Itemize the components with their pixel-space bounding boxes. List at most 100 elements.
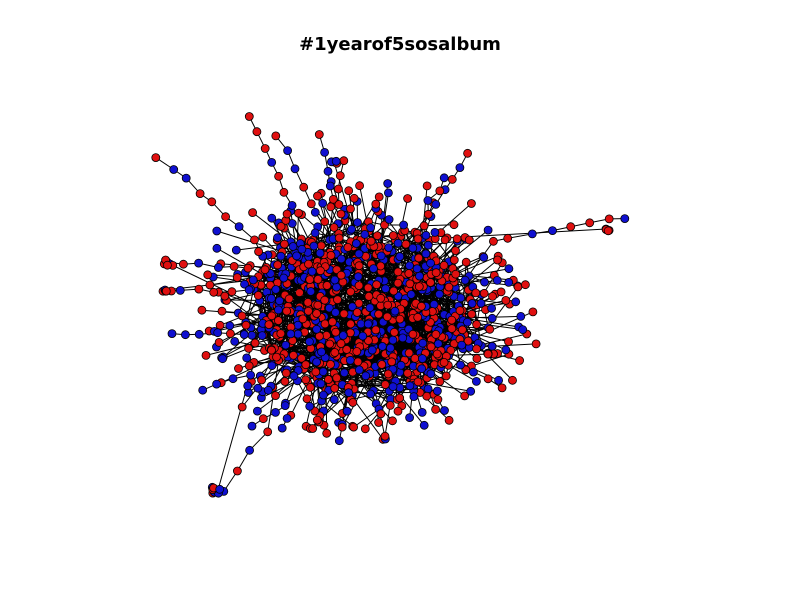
graph-node-red bbox=[288, 350, 298, 360]
graph-node-red bbox=[301, 360, 311, 370]
graph-node-red bbox=[461, 257, 471, 267]
graph-node-red bbox=[449, 255, 459, 265]
graph-node-red bbox=[260, 265, 270, 275]
graph-node-blue bbox=[318, 367, 328, 377]
graph-node-red bbox=[303, 297, 313, 307]
graph-node-red bbox=[531, 339, 541, 349]
graph-node-blue bbox=[304, 337, 314, 347]
graph-node-blue bbox=[244, 285, 254, 295]
graph-node-blue bbox=[398, 333, 408, 343]
graph-node-red bbox=[258, 232, 268, 242]
graph-node-blue bbox=[388, 382, 398, 392]
graph-node-red bbox=[344, 186, 354, 196]
graph-node-blue bbox=[365, 303, 375, 313]
graph-node-red bbox=[279, 187, 289, 197]
graph-node-blue bbox=[504, 264, 514, 274]
graph-node-red bbox=[301, 375, 311, 385]
graph-edge bbox=[424, 224, 455, 227]
graph-node-blue bbox=[225, 321, 235, 331]
graph-node-red bbox=[426, 278, 435, 287]
graph-node-blue bbox=[287, 200, 297, 210]
graph-node-red bbox=[449, 220, 459, 230]
graph-node-blue bbox=[169, 165, 179, 174]
graph-node-blue bbox=[479, 252, 489, 262]
graph-node-red bbox=[501, 295, 511, 305]
graph-node-red bbox=[403, 194, 413, 203]
graph-node-blue bbox=[247, 421, 257, 431]
graph-node-red bbox=[466, 199, 476, 208]
graph-node-red bbox=[496, 287, 506, 297]
graph-node-blue bbox=[440, 406, 449, 415]
graph-node-blue bbox=[518, 325, 528, 335]
graph-node-red bbox=[483, 349, 493, 359]
graph-node-red bbox=[353, 357, 363, 367]
graph-node-blue bbox=[181, 173, 191, 183]
graph-node-blue bbox=[339, 368, 349, 378]
graph-node-red bbox=[334, 200, 344, 209]
graph-node-red bbox=[314, 130, 324, 139]
graph-node-blue bbox=[309, 241, 319, 251]
graph-node-red bbox=[244, 112, 254, 121]
graph-node-blue bbox=[487, 303, 497, 313]
graph-node-red bbox=[479, 288, 489, 298]
graph-node-red bbox=[334, 233, 344, 243]
graph-node-blue bbox=[347, 302, 357, 312]
graph-node-red bbox=[493, 255, 502, 265]
graph-node-blue bbox=[405, 413, 415, 423]
graph-node-blue bbox=[252, 406, 262, 416]
graph-node-red bbox=[363, 336, 373, 346]
graph-node-blue bbox=[271, 285, 281, 294]
graph-node-red bbox=[435, 186, 445, 196]
graph-node-blue bbox=[483, 225, 493, 235]
graph-node-blue bbox=[345, 355, 355, 365]
graph-node-red bbox=[203, 270, 213, 280]
graph-node-blue bbox=[334, 436, 344, 446]
graph-node-red bbox=[342, 345, 352, 354]
graph-node-red bbox=[372, 280, 382, 290]
graph-node-blue bbox=[316, 379, 326, 389]
graph-node-red bbox=[244, 361, 254, 371]
graph-node-blue bbox=[312, 357, 322, 367]
graph-node-blue bbox=[412, 264, 422, 274]
graph-node-red bbox=[422, 181, 432, 191]
graph-node-blue bbox=[421, 249, 431, 259]
graph-node-red bbox=[244, 343, 254, 353]
graph-node-red bbox=[272, 352, 281, 362]
graph-node-red bbox=[337, 422, 347, 432]
graph-node-red bbox=[260, 144, 270, 153]
graph-node-blue bbox=[167, 329, 177, 339]
graph-node-blue bbox=[323, 166, 333, 176]
graph-edge bbox=[284, 243, 463, 311]
graph-node-blue bbox=[377, 341, 387, 351]
graph-node-red bbox=[467, 309, 477, 319]
graph-node-red bbox=[485, 324, 495, 334]
graph-node-blue bbox=[408, 243, 418, 253]
graph-node-blue bbox=[243, 381, 253, 391]
graph-node-blue bbox=[267, 157, 277, 167]
graph-node-blue bbox=[417, 364, 427, 374]
graph-node-red bbox=[515, 356, 524, 365]
graph-node-red bbox=[423, 209, 433, 219]
graph-node-blue bbox=[318, 198, 328, 208]
graph-node-red bbox=[432, 349, 442, 359]
graph-node-red bbox=[346, 204, 355, 214]
graph-node-red bbox=[326, 250, 336, 260]
graph-edge bbox=[222, 323, 264, 358]
graph-node-blue bbox=[426, 258, 436, 268]
graph-node-blue bbox=[353, 272, 363, 282]
graph-node-blue bbox=[246, 370, 256, 380]
graph-node-blue bbox=[516, 311, 526, 321]
graph-node-red bbox=[376, 409, 386, 419]
graph-node-red bbox=[403, 368, 413, 378]
graph-node-blue bbox=[317, 347, 326, 357]
graph-node-blue bbox=[230, 336, 240, 346]
graph-node-red bbox=[503, 233, 513, 243]
graph-node-red bbox=[393, 278, 403, 288]
graph-node-red bbox=[220, 291, 230, 301]
graph-node-red bbox=[349, 422, 359, 432]
graph-node-blue bbox=[175, 285, 185, 295]
graph-node-red bbox=[250, 235, 259, 245]
graph-node-blue bbox=[467, 299, 477, 308]
graph-node-blue bbox=[353, 218, 362, 227]
